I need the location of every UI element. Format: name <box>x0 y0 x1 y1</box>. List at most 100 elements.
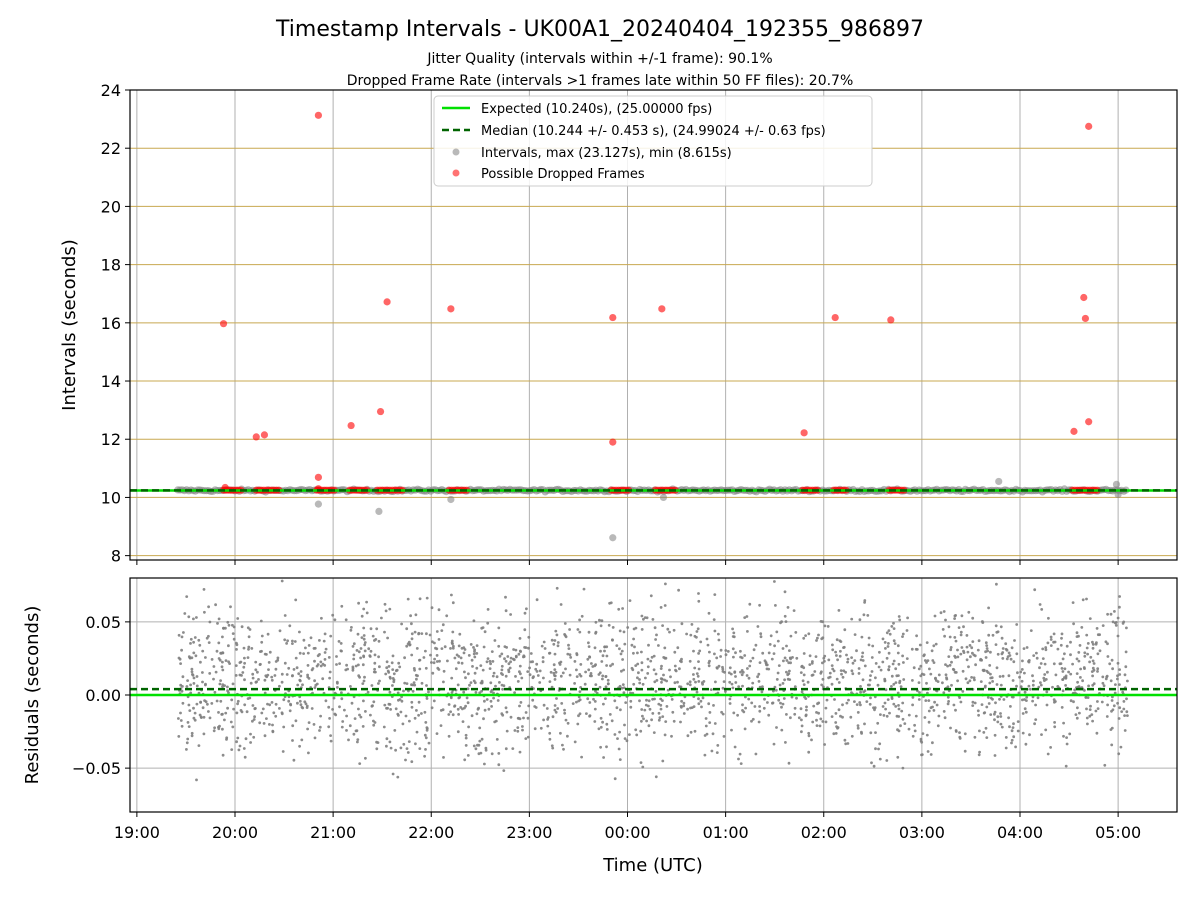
residual-point <box>371 634 375 638</box>
residual-point <box>1009 705 1012 708</box>
residual-point <box>968 679 972 683</box>
residual-point <box>678 685 681 689</box>
residual-point <box>953 636 957 639</box>
residual-point <box>781 647 785 650</box>
residual-point <box>815 711 818 714</box>
residual-point <box>546 716 550 719</box>
residual-point <box>1083 654 1087 658</box>
residual-point <box>622 630 626 634</box>
residual-point <box>780 728 784 732</box>
residual-point <box>210 702 214 705</box>
residual-point <box>587 668 591 672</box>
residual-point <box>298 699 302 703</box>
residual-point <box>982 731 986 734</box>
residual-point <box>913 723 916 727</box>
residual-point <box>613 699 617 703</box>
residual-point <box>633 645 636 649</box>
residual-point <box>186 679 190 682</box>
residual-point <box>640 668 644 672</box>
residual-point <box>524 737 528 740</box>
residual-point <box>901 766 905 770</box>
residual-point <box>932 661 936 664</box>
residual-point <box>406 597 410 601</box>
residual-point <box>377 655 380 659</box>
residual-point <box>356 738 360 741</box>
residual-point <box>879 713 882 716</box>
residual-point <box>704 717 708 720</box>
residual-point <box>652 668 656 672</box>
residual-point <box>482 717 485 721</box>
residual-point <box>356 632 360 636</box>
residual-point <box>505 710 509 714</box>
residual-point <box>1126 714 1129 717</box>
residual-point <box>1075 672 1079 675</box>
residual-point <box>329 634 333 638</box>
residual-point <box>489 690 493 694</box>
dropped-frame-point <box>347 421 355 430</box>
residual-point <box>672 628 676 632</box>
residual-point <box>629 691 632 695</box>
residual-point <box>808 663 812 666</box>
residual-point <box>249 732 252 736</box>
residual-point <box>856 726 860 730</box>
residual-point <box>318 725 322 729</box>
residual-point <box>568 628 571 631</box>
residual-point <box>632 637 635 641</box>
residual-point <box>236 736 240 740</box>
residual-point <box>542 703 546 707</box>
residual-point <box>201 680 204 684</box>
residual-point <box>366 690 370 694</box>
residual-point <box>563 622 567 625</box>
residual-point <box>358 713 361 717</box>
residual-point <box>741 709 744 712</box>
residual-point <box>960 646 964 649</box>
residual-point <box>240 625 244 629</box>
residual-point <box>839 649 842 653</box>
residual-point <box>466 701 470 705</box>
residual-point <box>594 689 597 693</box>
residual-point <box>837 681 841 684</box>
residual-point <box>601 677 604 681</box>
residual-point <box>265 717 268 720</box>
residual-point <box>1095 731 1099 735</box>
residual-point <box>881 660 885 664</box>
residual-point <box>888 632 892 636</box>
residual-point <box>254 680 258 684</box>
residual-point <box>1113 610 1116 613</box>
residual-point <box>822 656 826 660</box>
residual-point <box>566 734 569 738</box>
residual-point <box>958 737 962 740</box>
residual-point <box>274 702 278 706</box>
residual-point <box>280 672 284 676</box>
residual-point <box>628 599 632 602</box>
residual-point <box>886 698 890 701</box>
residual-point <box>665 679 668 683</box>
residual-point <box>305 704 309 708</box>
residual-point <box>351 645 355 648</box>
residual-point <box>697 660 700 663</box>
residual-point <box>418 667 422 671</box>
residual-point <box>598 618 601 622</box>
residual-point <box>359 715 363 719</box>
residual-point <box>404 714 408 718</box>
residual-point <box>493 720 497 724</box>
residual-point <box>996 720 1000 724</box>
legend-dropped-swatch <box>452 169 460 177</box>
residual-point <box>1015 623 1019 626</box>
residual-point <box>224 659 228 662</box>
residual-point <box>457 696 461 700</box>
residual-point <box>1111 620 1115 624</box>
residual-point <box>628 733 631 736</box>
residual-point <box>364 756 367 760</box>
residual-point <box>263 678 267 682</box>
residual-point <box>270 701 274 704</box>
residual-point <box>231 632 235 635</box>
residual-point <box>962 625 965 629</box>
residual-point <box>335 680 339 684</box>
residual-point <box>351 667 355 670</box>
residual-point <box>601 720 604 724</box>
residual-point <box>637 671 640 675</box>
residual-point <box>363 643 367 647</box>
residual-point <box>383 602 387 606</box>
residual-point <box>483 762 486 766</box>
